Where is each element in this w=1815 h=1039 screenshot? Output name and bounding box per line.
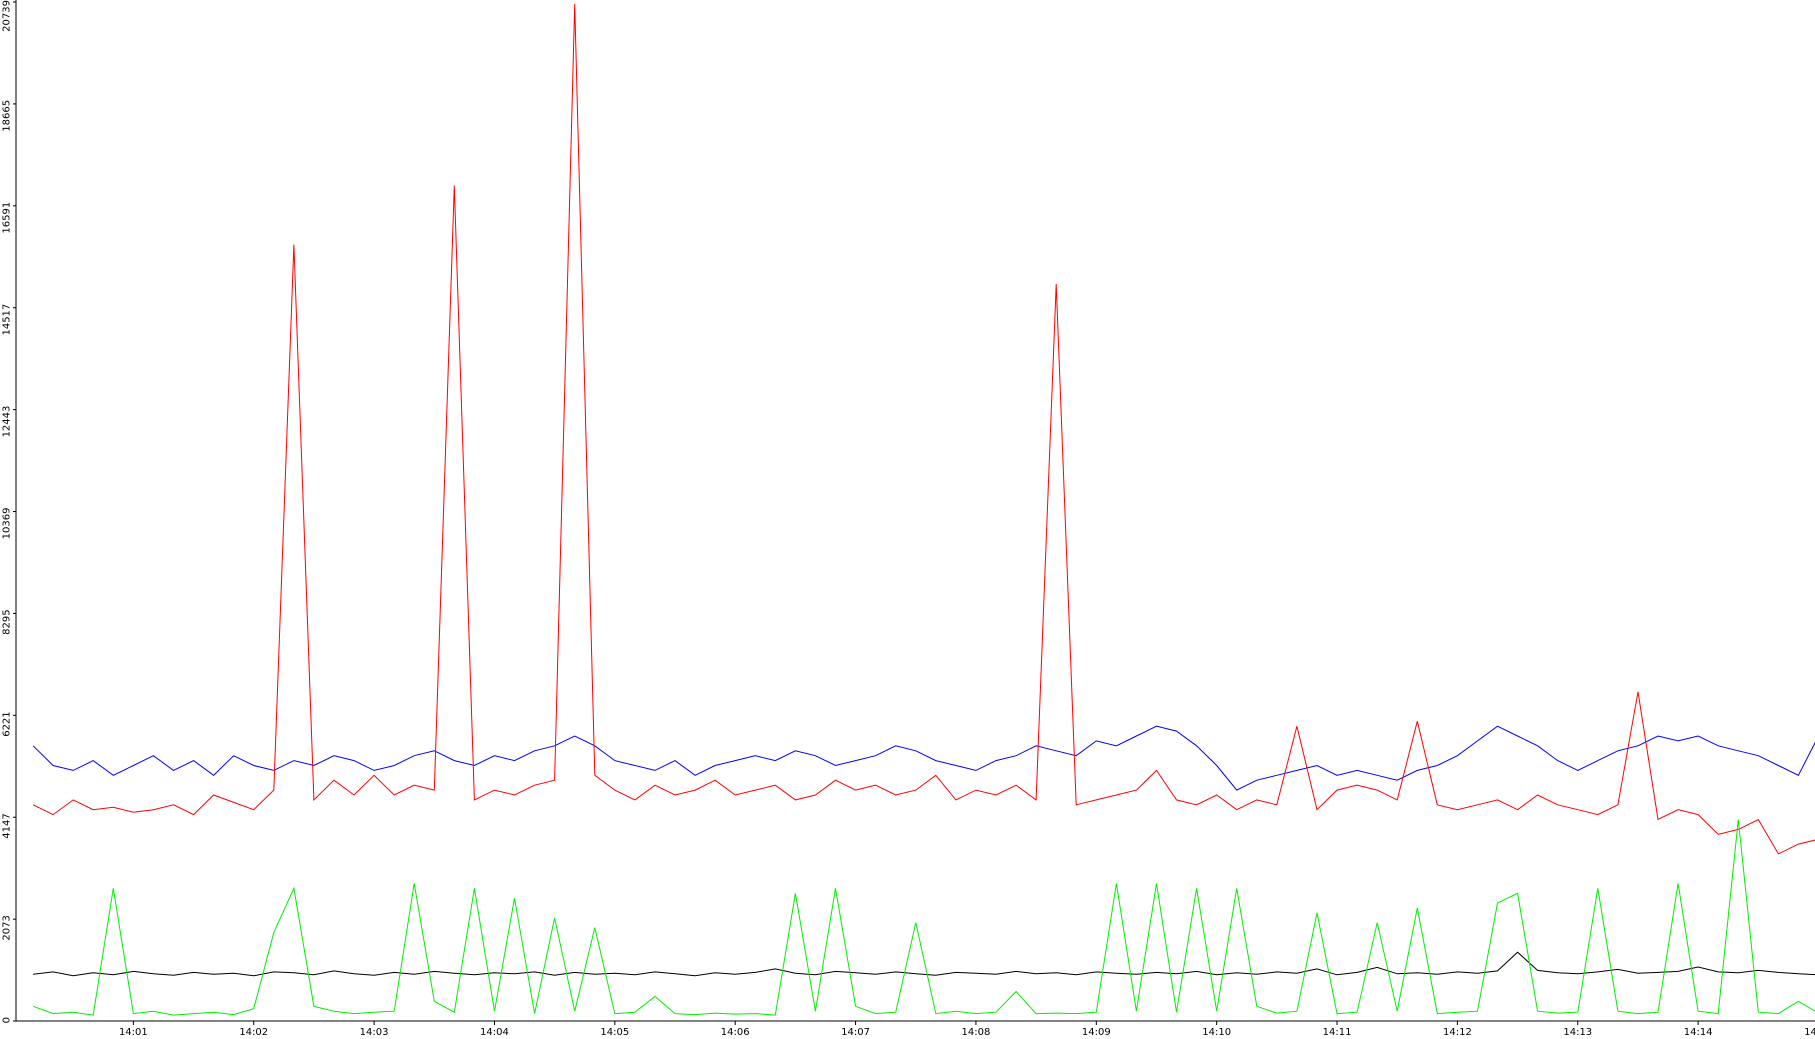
x-tick-label: 14:14 (1684, 1027, 1713, 1038)
x-tick-label: 14:07 (841, 1027, 870, 1038)
x-tick-label: 14:04 (480, 1027, 509, 1038)
series-line (32, 819, 1815, 1016)
x-tick-label: 14:02 (239, 1027, 268, 1038)
y-tick-label: 20739 (1, 0, 12, 32)
x-tick-label: 14:06 (721, 1027, 750, 1038)
y-tick-label: 4147 (1, 813, 12, 838)
series-line (32, 3, 1815, 855)
x-tick-label: 14:15 (1804, 1027, 1815, 1038)
x-tick-label: 14:08 (962, 1027, 991, 1038)
y-tick-label: 16591 (1, 202, 12, 234)
y-tick-label: 18665 (1, 100, 12, 132)
x-tick-label: 14:09 (1082, 1027, 1111, 1038)
y-tick-label: 10369 (1, 508, 12, 540)
y-tick-label: 2073 (1, 915, 12, 940)
y-tick-label: 0 (1, 1017, 12, 1023)
x-tick-label: 14:11 (1323, 1027, 1352, 1038)
y-tick-label: 14517 (1, 304, 12, 336)
series-line (33, 951, 1815, 977)
x-tick-label: 14:05 (600, 1027, 629, 1038)
y-tick-label: 8295 (1, 609, 12, 634)
x-tick-label: 14:12 (1443, 1027, 1472, 1038)
x-tick-label: 14:03 (360, 1027, 389, 1038)
x-tick-label: 14:10 (1202, 1027, 1231, 1038)
series-line (32, 725, 1815, 791)
y-tick-label: 6221 (1, 711, 12, 736)
x-tick-label: 14:01 (119, 1027, 148, 1038)
x-tick-label: 14:13 (1563, 1027, 1592, 1038)
y-tick-label: 12443 (1, 406, 12, 438)
